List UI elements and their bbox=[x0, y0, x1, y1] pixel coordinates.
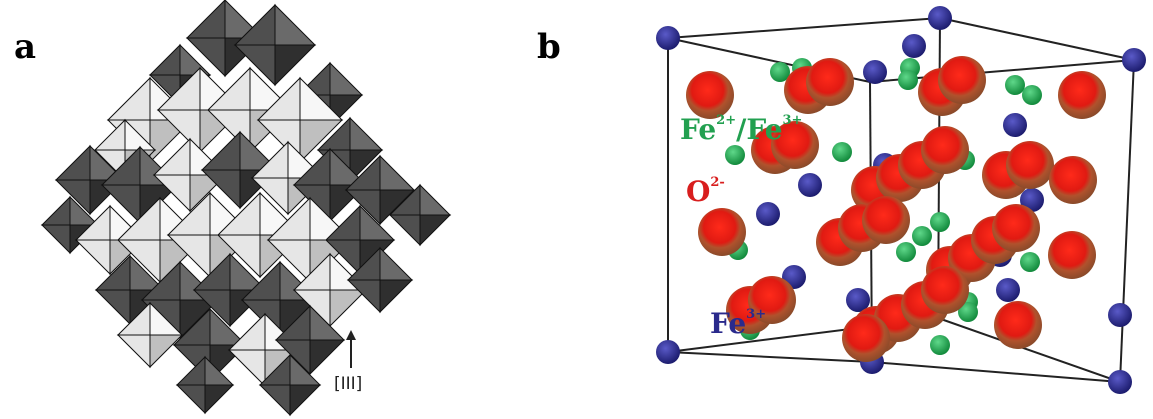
panel-label-a: a bbox=[14, 27, 37, 67]
oxygen-atom bbox=[1006, 141, 1054, 189]
fe2-fe3-atom bbox=[770, 62, 790, 82]
fe2-fe3-atom bbox=[930, 212, 950, 232]
oxygen-atom bbox=[862, 196, 910, 244]
fe3-atom bbox=[846, 288, 870, 312]
oxygen-atom bbox=[921, 126, 969, 174]
octahedron bbox=[344, 154, 416, 226]
oxygen-atom bbox=[806, 58, 854, 106]
oxygen-atom bbox=[748, 276, 796, 324]
fe2-fe3-atom bbox=[1022, 85, 1042, 105]
charge-2minus: 2- bbox=[710, 175, 725, 190]
polyhedral-structure-illustration bbox=[40, 0, 452, 417]
octahedron bbox=[258, 353, 322, 417]
octahedron bbox=[200, 130, 280, 210]
label-fe3: Fe3+ bbox=[710, 307, 767, 340]
fe3-atom bbox=[798, 173, 822, 197]
oxygen-atom bbox=[771, 121, 819, 169]
fe3-atom bbox=[1020, 188, 1044, 212]
oxygen-atom bbox=[686, 71, 734, 119]
charge-3plus: 3+ bbox=[746, 307, 767, 322]
direction-arrow-head bbox=[346, 330, 356, 340]
fe3-atom bbox=[902, 34, 926, 58]
cell-edge bbox=[1119, 59, 1135, 383]
fe2-fe3-atom bbox=[896, 242, 916, 262]
octahedron bbox=[152, 137, 228, 213]
fe3-atom bbox=[756, 202, 780, 226]
octahedron bbox=[175, 355, 235, 415]
fe3-text: Fe bbox=[710, 307, 747, 340]
fe2-fe3-atom bbox=[958, 302, 978, 322]
oxygen-atom bbox=[938, 56, 986, 104]
unit-cell-illustration bbox=[656, 6, 1146, 394]
cell-edge bbox=[667, 17, 941, 39]
oxygen-atom bbox=[842, 314, 890, 362]
oxygen-atom bbox=[994, 301, 1042, 349]
fe-separator: /Fe bbox=[736, 113, 783, 146]
octahedron bbox=[233, 3, 317, 87]
fe2-fe3-atom bbox=[832, 142, 852, 162]
fe3-atom bbox=[656, 26, 680, 50]
fe2-fe3-atom bbox=[725, 145, 745, 165]
charge-2plus: 2+ bbox=[716, 113, 737, 128]
fe3-atom bbox=[1122, 48, 1146, 72]
octahedron bbox=[346, 246, 414, 314]
oxygen-atom bbox=[1049, 156, 1097, 204]
oxygen-atom bbox=[1048, 231, 1096, 279]
octahedron bbox=[185, 0, 265, 78]
oxygen-atom bbox=[992, 204, 1040, 252]
o-text: O bbox=[686, 175, 711, 208]
fe2-fe3-atom bbox=[898, 70, 918, 90]
fe2-fe3-atom bbox=[1005, 75, 1025, 95]
fe3-atom bbox=[656, 340, 680, 364]
label-oxygen: O2- bbox=[686, 175, 725, 208]
fe3-atom bbox=[863, 60, 887, 84]
fe2-fe3-atom bbox=[930, 335, 950, 355]
fe3-atom bbox=[1108, 303, 1132, 327]
fe2-fe3-atom bbox=[1020, 252, 1040, 272]
panel-label-b: b bbox=[537, 27, 561, 67]
label-fe2-fe3: Fe2+/Fe3+ bbox=[680, 113, 803, 146]
crystal-direction-label: [III] bbox=[334, 374, 363, 394]
fe3-atom bbox=[928, 6, 952, 30]
fe3-atom bbox=[1003, 113, 1027, 137]
fe3-atom bbox=[996, 278, 1020, 302]
oxygen-atom bbox=[921, 266, 969, 314]
fe2-fe3-atom bbox=[912, 226, 932, 246]
cell-edge bbox=[939, 17, 1135, 61]
cell-edge bbox=[871, 361, 1121, 383]
fe3-atom bbox=[1108, 370, 1132, 394]
octahedron bbox=[388, 183, 452, 247]
fe-text: Fe bbox=[680, 113, 717, 146]
charge-3plus: 3+ bbox=[782, 113, 803, 128]
octahedron bbox=[140, 260, 220, 340]
oxygen-atom bbox=[1058, 71, 1106, 119]
oxygen-atom bbox=[698, 208, 746, 256]
cell-edge bbox=[937, 317, 1121, 383]
octahedron bbox=[116, 301, 184, 369]
cell-edge bbox=[667, 351, 873, 363]
octahedron bbox=[274, 304, 346, 376]
